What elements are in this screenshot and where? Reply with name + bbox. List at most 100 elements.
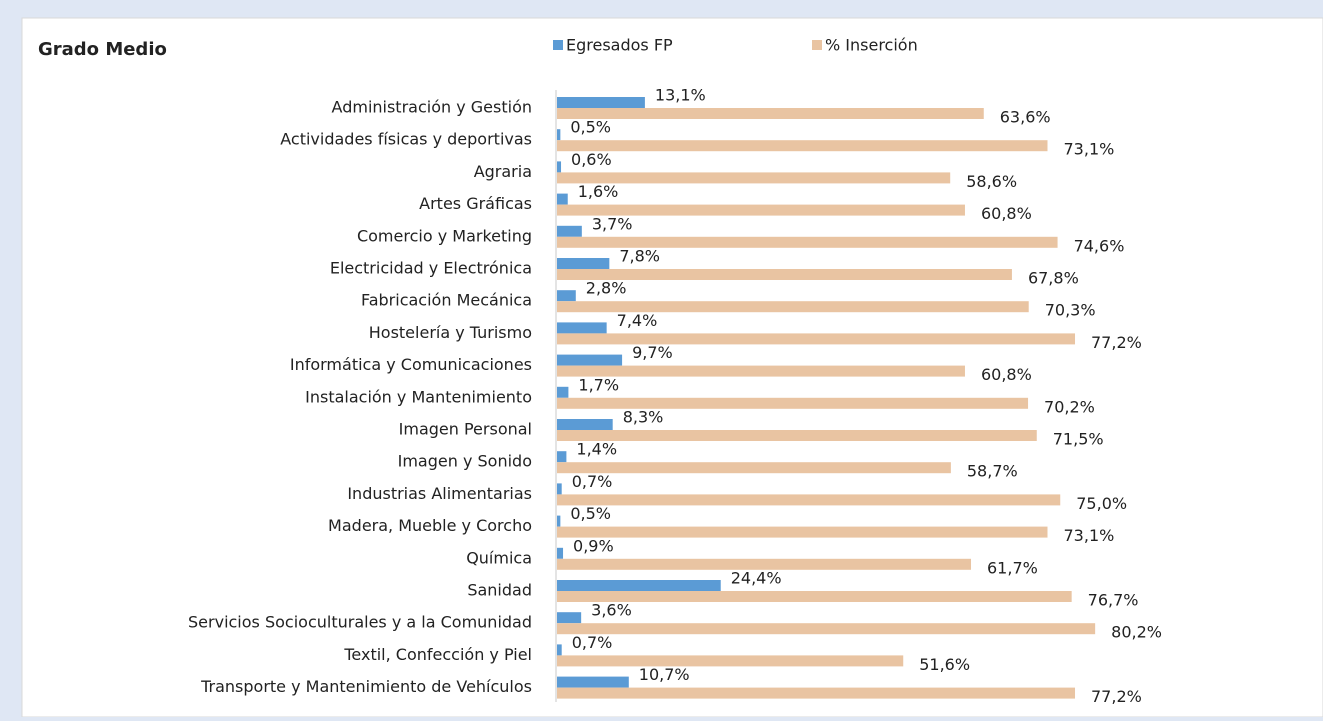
bar <box>557 172 951 184</box>
value-label: 0,6% <box>571 150 612 169</box>
bar <box>557 580 721 591</box>
category-label: Madera, Mueble y Corcho <box>328 516 532 535</box>
category-label: Imagen Personal <box>399 420 532 439</box>
value-label: 71,5% <box>1053 430 1104 449</box>
value-label: 76,7% <box>1088 591 1139 610</box>
value-label: 3,6% <box>591 601 632 620</box>
category-label: Electricidad y Electrónica <box>330 259 532 278</box>
category-label: Hostelería y Turismo <box>369 323 532 342</box>
category-label: Comercio y Marketing <box>357 226 532 245</box>
bar <box>557 365 965 377</box>
bar <box>557 462 951 474</box>
value-label: 24,4% <box>731 569 782 588</box>
value-label: 51,6% <box>919 655 970 674</box>
value-label: 74,6% <box>1074 236 1125 255</box>
value-label: 13,1% <box>655 86 706 105</box>
value-label: 70,3% <box>1045 301 1096 320</box>
category-label: Textil, Confección y Piel <box>343 645 532 664</box>
chart-title: Grado Medio <box>38 39 167 60</box>
bar <box>557 258 610 269</box>
category-label: Industrias Alimentarias <box>347 484 532 503</box>
bar <box>557 687 1076 699</box>
bar <box>557 397 1029 409</box>
category-label: Química <box>466 548 532 567</box>
bar <box>557 97 645 108</box>
value-label: 1,4% <box>576 440 617 459</box>
category-label: Informática y Comunicaciones <box>290 355 532 374</box>
category-label: Actividades físicas y deportivas <box>280 130 532 149</box>
value-label: 63,6% <box>1000 108 1051 127</box>
bar <box>557 644 562 656</box>
value-label: 60,8% <box>981 365 1032 384</box>
value-label: 8,3% <box>623 408 664 427</box>
bar <box>557 451 567 463</box>
bar <box>557 558 972 570</box>
value-label: 80,2% <box>1111 623 1162 642</box>
value-label: 77,2% <box>1091 687 1142 706</box>
bar <box>557 129 561 141</box>
bar <box>557 108 984 119</box>
value-label: 0,7% <box>572 472 613 491</box>
value-label: 1,7% <box>578 375 619 394</box>
value-label: 61,7% <box>987 558 1038 577</box>
bar <box>557 430 1037 441</box>
bar <box>557 301 1029 313</box>
value-label: 7,4% <box>617 311 658 330</box>
legend-swatch <box>553 40 563 50</box>
category-label: Fabricación Mecánica <box>361 291 532 310</box>
category-label: Servicios Socioculturales y a la Comunid… <box>188 613 532 632</box>
legend-swatch <box>812 40 822 50</box>
bar <box>557 676 629 688</box>
value-label: 60,8% <box>981 204 1032 223</box>
bar <box>557 386 569 398</box>
value-label: 58,7% <box>967 462 1018 481</box>
bar <box>557 140 1048 152</box>
bar <box>557 225 582 237</box>
value-label: 77,2% <box>1091 333 1142 352</box>
bar <box>557 591 1072 602</box>
value-label: 0,7% <box>572 633 613 652</box>
bar <box>557 204 965 216</box>
bar <box>557 333 1076 345</box>
bar <box>557 193 568 205</box>
value-label: 58,6% <box>966 172 1017 191</box>
bar <box>557 419 613 430</box>
bar <box>557 515 561 527</box>
bar <box>557 322 607 334</box>
bar <box>557 612 582 624</box>
bar <box>557 547 564 559</box>
value-label: 0,5% <box>570 504 611 523</box>
value-label: 67,8% <box>1028 269 1079 288</box>
value-label: 9,7% <box>632 343 673 362</box>
value-label: 73,1% <box>1064 140 1115 159</box>
category-label: Administración y Gestión <box>332 98 532 117</box>
bar <box>557 269 1012 280</box>
value-label: 3,7% <box>592 214 633 233</box>
legend-label: % Inserción <box>825 36 918 55</box>
category-label: Agraria <box>474 162 532 181</box>
value-label: 1,6% <box>578 182 619 201</box>
bar <box>557 623 1096 635</box>
value-label: 10,7% <box>639 665 690 684</box>
value-label: 2,8% <box>586 279 627 298</box>
value-label: 0,9% <box>573 536 614 555</box>
bar <box>557 494 1061 506</box>
category-label: Artes Gráficas <box>419 194 532 213</box>
value-label: 0,5% <box>570 118 611 137</box>
bar <box>557 354 623 366</box>
category-label: Sanidad <box>467 581 532 600</box>
bar <box>557 655 904 667</box>
value-label: 7,8% <box>619 247 660 266</box>
bar <box>557 236 1058 248</box>
value-label: 73,1% <box>1064 526 1115 545</box>
bar <box>557 290 576 302</box>
bar <box>557 483 562 495</box>
value-label: 75,0% <box>1076 494 1127 513</box>
value-label: 70,2% <box>1044 397 1095 416</box>
legend-label: Egresados FP <box>566 36 673 55</box>
bar <box>557 526 1048 538</box>
category-label: Imagen y Sonido <box>398 452 532 471</box>
category-label: Transporte y Mantenimiento de Vehículos <box>200 677 532 696</box>
